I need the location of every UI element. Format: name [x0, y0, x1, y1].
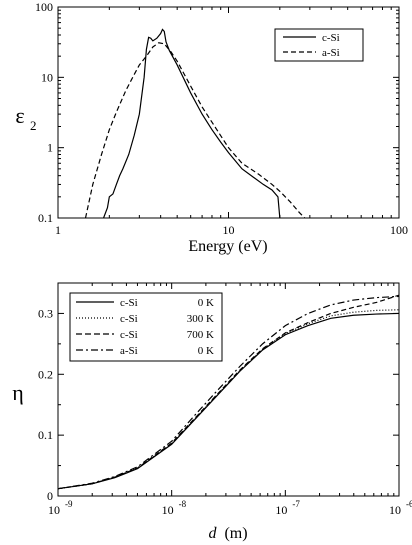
top-series-a-si: [84, 42, 306, 218]
bottom-ylabel: η: [12, 380, 24, 405]
eta-panel: 10 -9 10 -8 10 -7 10 -6 0 0.1 0.2 0.3 η d (m) c-Si …: [12, 282, 412, 542]
bottom-xtick-label: 10: [275, 503, 287, 517]
top-legend-box: [274, 28, 364, 62]
top-xtick-label: 100: [390, 223, 408, 237]
top-ytick-label: 1: [47, 141, 53, 155]
bottom-legend-name-csi-700k: c-Si: [120, 329, 138, 341]
top-xlabel: Energy (eV): [188, 238, 267, 255]
bottom-series-a-si-0k: [58, 295, 399, 490]
top-ytick-label: 0.1: [38, 211, 53, 225]
top-ytick-label: 100: [35, 0, 53, 14]
top-ytick-label: 10: [41, 70, 53, 84]
bottom-xlabel: d (m): [208, 525, 247, 542]
top-ylabel-subscript: 2: [30, 118, 37, 133]
top-series-c-si: [102, 28, 281, 218]
bottom-legend-name-csi-300k: c-Si: [120, 313, 138, 325]
bottom-xtick-exponent: -8: [179, 499, 187, 509]
bottom-ytick-label: 0.1: [38, 428, 53, 442]
top-legend: c-Si a-Si: [274, 28, 364, 62]
bottom-xlabel-unit: (m): [224, 525, 247, 542]
top-xtick-label: 1: [55, 223, 61, 237]
bottom-xtick-exponent: -9: [65, 499, 73, 509]
bottom-xtick-label: 10: [162, 503, 174, 517]
top-xtick-label: 10: [223, 223, 235, 237]
bottom-ytick-label: 0: [47, 489, 53, 503]
bottom-xtick-label: 10: [389, 503, 401, 517]
bottom-xtick-exponent: -6: [406, 499, 412, 509]
bottom-legend-name-csi-0k: c-Si: [120, 297, 138, 309]
top-legend-label-csi: c-Si: [322, 32, 340, 44]
bottom-xtick-exponent: -7: [292, 499, 300, 509]
bottom-legend-temp-csi-700k: 700 K: [187, 329, 214, 341]
bottom-ytick-label: 0.3: [38, 306, 53, 320]
bottom-legend: c-Si 0 K c-Si 300 K c-Si 700 K a-Si 0 K: [69, 292, 223, 362]
bottom-series-c-si-700k: [58, 294, 399, 490]
bottom-plot-frame: [57, 282, 400, 497]
bottom-legend-temp-asi-0k: 0 K: [198, 345, 214, 357]
top-legend-label-asi: a-Si: [322, 47, 340, 59]
bottom-legend-temp-csi-0k: 0 K: [198, 297, 214, 309]
bottom-xtick-label: 10: [48, 503, 60, 517]
bottom-axis-ticks: 10 -9 10 -8 10 -7 10 -6 0 0.1 0.2 0.3: [38, 283, 412, 517]
bottom-xlabel-symbol: d: [208, 525, 217, 542]
bottom-ytick-label: 0.2: [38, 367, 53, 381]
bottom-legend-name-asi-0k: a-Si: [120, 345, 138, 357]
bottom-legend-temp-csi-300k: 300 K: [187, 313, 214, 325]
top-ylabel: ε: [15, 103, 24, 128]
